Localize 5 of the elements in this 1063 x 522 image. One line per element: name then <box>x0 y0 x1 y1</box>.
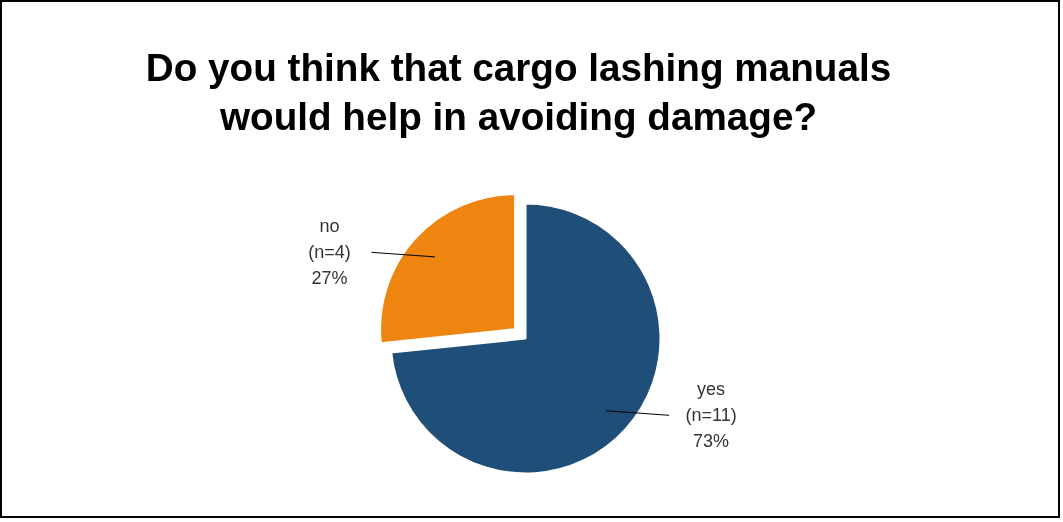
data-label: (n=4) 27% <box>308 242 351 289</box>
data-label: (n=11) 73% <box>685 405 737 452</box>
slice-label: no <box>319 216 340 237</box>
slice-label: yes <box>697 379 726 400</box>
chart-title: Do you think that cargo lashing manuals would help in avoiding damage? <box>145 45 892 138</box>
